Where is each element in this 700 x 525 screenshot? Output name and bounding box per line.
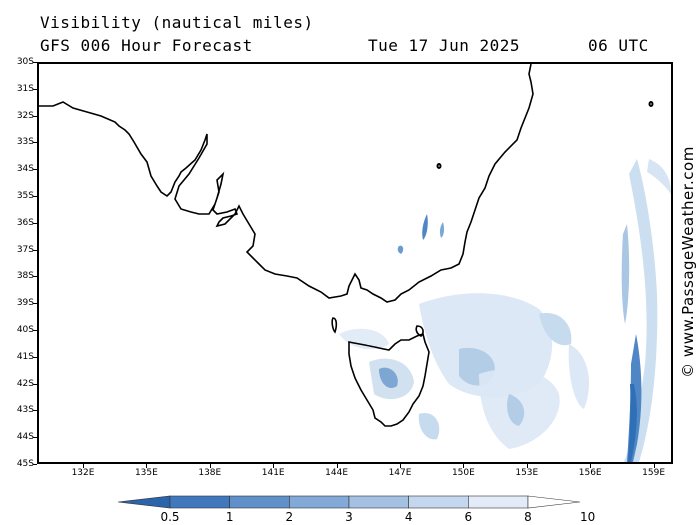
map-title: Visibility (nautical miles) [40, 13, 314, 32]
latitude-tick [33, 115, 37, 117]
latitude-label: 38S [16, 271, 34, 282]
latitude-tick [33, 330, 37, 331]
latitude-tick [33, 169, 37, 171]
latitude-label: 45S [16, 459, 34, 469]
longitude-tick [273, 464, 275, 468]
latitude-label: 31S [16, 83, 34, 94]
longitude-label: 138E [198, 468, 222, 478]
colorbar-segment [229, 495, 290, 509]
longitude-label: 159E [642, 468, 666, 478]
colorbar-label: 3 [345, 510, 353, 524]
latitude-label: 42S [16, 378, 34, 389]
colorbar-label: 10 [580, 510, 596, 524]
latitude-label: 30S [16, 57, 34, 67]
colorbar-segment [348, 495, 409, 509]
colorbar-label: 8 [524, 510, 532, 524]
latitude-tick [33, 464, 37, 465]
coastline [39, 64, 654, 427]
forecast-time: 06 UTC [588, 36, 649, 55]
longitude-label: 150E [451, 468, 475, 478]
latitude-tick [33, 276, 37, 278]
colorbar-segment [118, 495, 171, 509]
colorbar-segment [408, 495, 469, 509]
longitude-label: 156E [578, 468, 602, 478]
colorbar-segment [527, 495, 580, 509]
latitude-tick [33, 196, 37, 197]
longitude-tick [400, 464, 401, 468]
colorbar-segment [169, 495, 230, 509]
latitude-label: 36S [16, 217, 34, 228]
colorbar-segment [468, 495, 529, 509]
colorbar-label: 6 [464, 510, 473, 524]
colorbar-label: 2 [285, 510, 294, 524]
latitude-label: 39S [16, 298, 34, 309]
latitude-label: 43S [16, 405, 34, 416]
latitude-tick [33, 437, 37, 439]
colorbar-label: 1 [225, 510, 234, 524]
longitude-tick [463, 464, 465, 468]
map-plot-area [37, 62, 673, 464]
longitude-label: 141E [261, 468, 285, 478]
latitude-tick [33, 356, 37, 358]
longitude-tick [526, 464, 528, 468]
colorbar-label: 0.5 [160, 510, 180, 524]
latitude-label: 40S [16, 325, 34, 335]
longitude-tick [653, 464, 655, 468]
latitude-label: 32S [16, 110, 34, 121]
longitude-label: 132E [71, 468, 95, 478]
latitude-tick [33, 303, 37, 305]
longitude-label: 147E [388, 468, 412, 478]
latitude-tick [33, 383, 37, 385]
latitude-tick [33, 142, 37, 144]
latitude-label: 34S [16, 164, 34, 175]
longitude-tick [83, 464, 84, 468]
colorbar [118, 495, 580, 509]
latitude-label: 33S [16, 137, 34, 148]
colorbar-label: 4 [404, 510, 413, 524]
map-canvas [39, 64, 671, 462]
forecast-date: Tue 17 Jun 2025 [368, 36, 520, 55]
visibility-shading [339, 159, 671, 462]
latitude-label: 37S [16, 244, 34, 255]
latitude-label: 44S [16, 432, 34, 443]
latitude-tick [33, 410, 37, 412]
latitude-label: 41S [16, 351, 34, 362]
latitude-tick [33, 222, 37, 224]
longitude-label: 153E [515, 468, 539, 478]
forecast-label: GFS 006 Hour Forecast [40, 36, 253, 55]
longitude-tick [336, 464, 338, 468]
longitude-label: 144E [325, 468, 349, 478]
latitude-tick [33, 62, 37, 63]
longitude-tick [209, 464, 211, 468]
longitude-tick [590, 464, 592, 468]
latitude-tick [33, 88, 37, 90]
colorbar-segment [289, 495, 350, 509]
longitude-label: 135E [134, 468, 158, 478]
watermark: © www.PassageWeather.com [679, 146, 697, 378]
longitude-tick [146, 464, 148, 468]
latitude-label: 35S [16, 191, 34, 201]
latitude-tick [33, 249, 37, 251]
